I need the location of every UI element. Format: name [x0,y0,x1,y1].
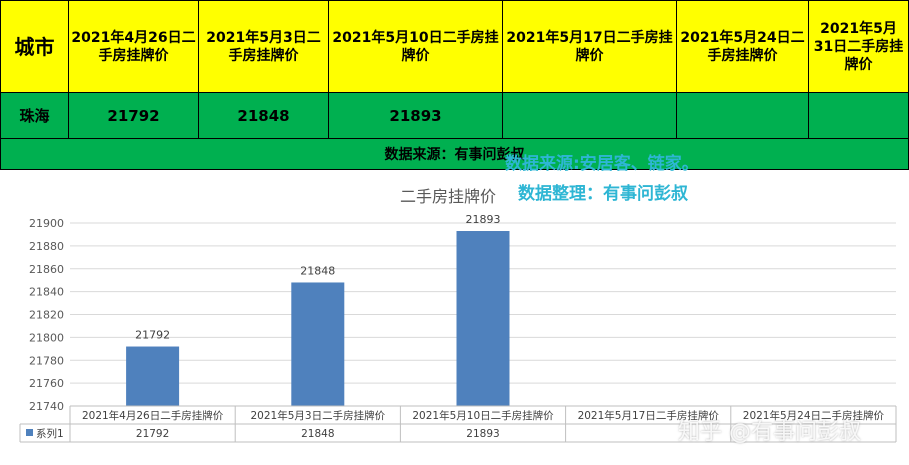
y-tick-label-5: 21840 [29,286,64,299]
organized-overlay: 数据整理：有事问彭叔 [518,184,688,204]
city-cell: 珠海 [0,92,69,139]
y-tick-label-0: 21740 [29,400,64,413]
x-category-label-1: 2021年5月3日二手房挂牌价 [251,409,386,422]
legend-label: 系列1 [36,427,64,440]
source-note: 数据来源：有事问彭叔 [0,138,909,170]
value-cell-5 [676,92,809,139]
table-value-2: 21893 [466,428,499,440]
date-header-6: 2021年5月31日二手房挂牌价 [808,0,909,93]
table-value-1: 21848 [301,428,334,440]
table-value-0: 21792 [136,428,169,440]
chart-title: 二手房挂牌价 [400,187,497,206]
data-label-0: 21792 [135,329,170,342]
x-category-label-0: 2021年4月26日二手房挂牌价 [82,409,224,422]
value-cell-6 [808,92,909,139]
y-tick-label-3: 21800 [29,331,64,344]
y-tick-label-8: 21900 [29,217,64,230]
date-header-5: 2021年5月24日二手房挂牌价 [676,0,809,93]
legend-swatch [26,429,33,436]
value-cell-3: 21893 [328,92,503,139]
date-header-3: 2021年5月10日二手房挂牌价 [328,0,503,93]
chart-area: 21740 21760 21780 21800 21820 21840 21860 21880… [0,172,909,461]
source-row: 数据来源：有事问彭叔 [0,138,909,170]
y-tick-label-4: 21820 [29,309,64,322]
y-tick-label-2: 21780 [29,354,64,367]
x-category-label-3: 2021年5月17日二手房挂牌价 [578,409,720,422]
bar-chart: 21740 21760 21780 21800 21820 21840 21860 21880… [19,213,897,443]
date-header-4: 2021年5月17日二手房挂牌价 [502,0,677,93]
bar-1 [291,282,345,406]
bar-2 [456,231,510,406]
date-header-1: 2021年4月26日二手房挂牌价 [68,0,199,93]
data-label-2: 21893 [466,213,501,226]
header-row: 城市 2021年4月26日二手房挂牌价 2021年5月3日二手房挂牌价 2021… [0,0,909,93]
x-category-label-2: 2021年5月10日二手房挂牌价 [412,409,554,422]
city-header: 城市 [0,0,69,93]
y-tick-label-1: 21760 [29,377,64,390]
zhihu-watermark: 知乎 @有事问彭叔 [678,420,861,445]
price-table: 城市 2021年4月26日二手房挂牌价 2021年5月3日二手房挂牌价 2021… [0,0,909,170]
value-cell-4 [502,92,677,139]
data-label-1: 21848 [300,264,335,277]
y-tick-label-7: 21880 [29,240,64,253]
source-overlay: 数据来源:安居客、链家。 [505,154,699,174]
value-cell-2: 21848 [198,92,329,139]
date-header-2: 2021年5月3日二手房挂牌价 [198,0,329,93]
data-row: 珠海 21792 21848 21893 [0,92,909,139]
value-cell-1: 21792 [68,92,199,139]
y-tick-label-6: 21860 [29,263,64,276]
x-category-label-4: 2021年5月24日二手房挂牌价 [743,409,885,422]
bar-0 [126,346,180,406]
